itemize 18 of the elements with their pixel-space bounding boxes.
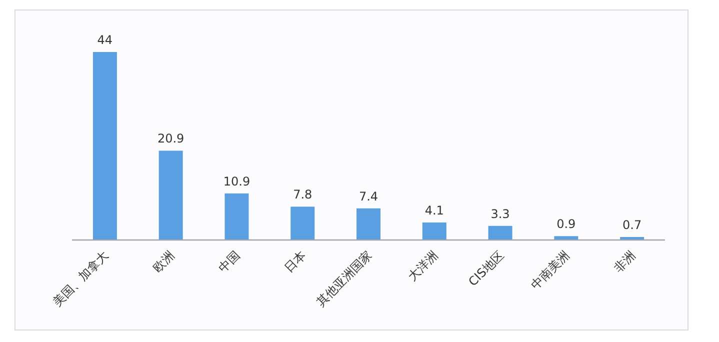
data-label: 44 [97,33,113,47]
x-tick-label: 美国、加拿大 [50,248,112,310]
data-label: 3.3 [490,206,510,221]
data-label: 7.4 [358,189,378,204]
x-tick-label: 欧洲 [150,248,177,276]
data-label: 0.7 [622,218,642,232]
x-tick-label: 大洋洲 [405,248,441,284]
data-label: 20.9 [157,132,184,146]
x-tick-label: 中国 [216,248,243,276]
data-label: 4.1 [424,203,444,218]
data-label: 7.8 [293,188,312,202]
x-tick-label: 非洲 [611,248,638,276]
x-tick-label: 其他亚洲国家 [314,248,375,310]
x-tick-label: CIS地区 [466,248,506,289]
data-label: 0.9 [556,217,576,232]
data-label: 10.9 [223,174,250,188]
x-tick-label: 日本 [282,248,309,276]
x-tick-label: 中南美洲 [528,248,572,292]
